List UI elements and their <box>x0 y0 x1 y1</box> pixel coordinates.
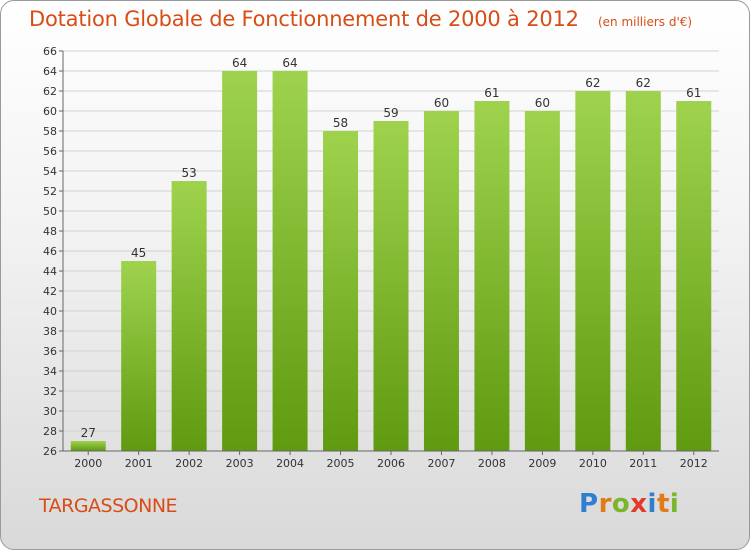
x-tick-label: 2012 <box>680 457 708 470</box>
chart-unit: (en milliers d'€) <box>597 15 693 29</box>
y-tick-label: 54 <box>43 165 57 178</box>
bar <box>70 441 106 451</box>
y-tick-label: 36 <box>43 345 57 358</box>
bar <box>676 101 712 451</box>
logo-letter: x <box>630 489 648 519</box>
data-label: 62 <box>636 76 651 90</box>
bar <box>423 111 459 451</box>
y-tick-label: 30 <box>43 405 57 418</box>
x-tick-label: 2011 <box>629 457 657 470</box>
y-tick-label: 40 <box>43 305 57 318</box>
y-tick-label: 46 <box>43 245 57 258</box>
commune-name: TARGASSONNE <box>39 495 178 517</box>
x-tick-label: 2007 <box>427 457 455 470</box>
bar <box>524 111 560 451</box>
data-label: 61 <box>484 86 499 100</box>
bar <box>323 131 359 451</box>
y-tick-label: 38 <box>43 325 57 338</box>
x-tick-label: 2003 <box>226 457 254 470</box>
y-tick-label: 28 <box>43 425 57 438</box>
x-tick-label: 2001 <box>125 457 153 470</box>
y-tick-label: 48 <box>43 225 57 238</box>
logo-letter: t <box>656 489 670 519</box>
y-tick-label: 32 <box>43 385 57 398</box>
data-labels: 27 45 53 64 64 58 59 60 61 60 62 62 61 <box>81 56 702 440</box>
x-tick-label: 2009 <box>528 457 556 470</box>
y-tick-label: 66 <box>43 45 57 58</box>
bars <box>70 71 712 451</box>
bar <box>625 91 661 451</box>
y-tick-label: 42 <box>43 285 57 298</box>
bar <box>222 71 258 451</box>
y-tick-label: 62 <box>43 85 57 98</box>
y-tick-label: 58 <box>43 125 57 138</box>
y-tick-label: 44 <box>43 265 57 278</box>
data-label: 59 <box>383 106 398 120</box>
proxiti-logo[interactable]: Proxiti <box>579 489 679 519</box>
bar <box>575 91 611 451</box>
y-tick-label: 56 <box>43 145 57 158</box>
x-tick-label: 2010 <box>579 457 607 470</box>
bar <box>171 181 207 451</box>
data-label: 64 <box>282 56 297 70</box>
x-tick-label: 2002 <box>175 457 203 470</box>
bar <box>373 121 409 451</box>
data-label: 62 <box>585 76 600 90</box>
logo-letter: i <box>669 489 680 519</box>
x-tick-label: 2000 <box>74 457 102 470</box>
data-label: 64 <box>232 56 247 70</box>
y-tick-label: 52 <box>43 185 57 198</box>
chart-title: Dotation Globale de Fonctionnement de 20… <box>29 7 579 31</box>
x-tick-label: 2004 <box>276 457 304 470</box>
data-label: 45 <box>131 246 146 260</box>
x-tick-label: 2008 <box>478 457 506 470</box>
data-label: 27 <box>81 426 96 440</box>
bar <box>474 101 510 451</box>
x-tick-label: 2006 <box>377 457 405 470</box>
y-tick-label: 26 <box>43 445 57 458</box>
y-tick-label: 34 <box>43 365 57 378</box>
y-tick-label: 50 <box>43 205 57 218</box>
data-label: 61 <box>686 86 701 100</box>
logo-letter: P <box>579 489 599 519</box>
bar <box>272 71 308 451</box>
logo-letter: o <box>611 489 631 519</box>
x-tick-label: 2005 <box>327 457 355 470</box>
y-tick-label: 60 <box>43 105 57 118</box>
title-row: Dotation Globale de Fonctionnement de 20… <box>29 7 692 31</box>
data-label: 53 <box>182 166 197 180</box>
logo-letter: r <box>598 489 612 519</box>
data-label: 58 <box>333 116 348 130</box>
bar <box>121 261 157 451</box>
data-label: 60 <box>434 96 449 110</box>
y-tick-label: 64 <box>43 65 57 78</box>
data-label: 60 <box>535 96 550 110</box>
axes: 26 28 30 32 34 36 38 40 42 44 46 48 50 52 54 56 58 60 62 64… <box>43 45 719 470</box>
logo-letter: i <box>647 489 657 519</box>
